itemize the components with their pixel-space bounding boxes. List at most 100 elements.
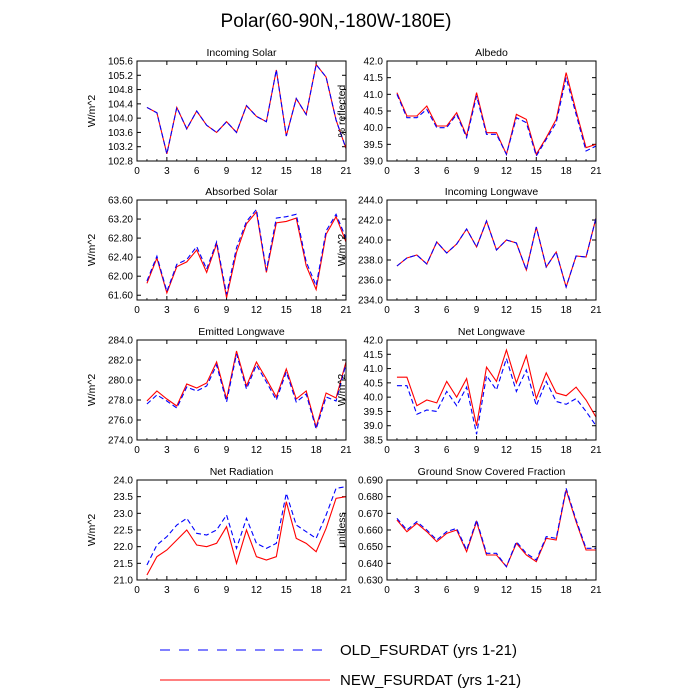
x-tick-label: 3 bbox=[164, 445, 170, 456]
x-tick-label: 0 bbox=[134, 166, 140, 177]
y-tick-label: 0.680 bbox=[358, 492, 383, 503]
x-tick-label: 21 bbox=[590, 585, 602, 596]
plot-frame bbox=[136, 479, 347, 581]
y-axis-label: W/m^2 bbox=[86, 374, 98, 407]
panel-5: Net Longwave W/m^2 0 3 6 9 12 15 18 21 38.5 39.0 39.… bbox=[336, 326, 602, 456]
x-tick-label: 15 bbox=[531, 305, 543, 316]
x-tick-label: 0 bbox=[384, 166, 390, 177]
series-old-fsurdat bbox=[396, 77, 596, 158]
y-tick-label: 102.8 bbox=[108, 157, 133, 168]
y-tick-label: 24.0 bbox=[114, 476, 134, 487]
y-tick-label: 280.0 bbox=[108, 376, 133, 387]
y-tick-label: 234.0 bbox=[358, 296, 383, 307]
panels: Incoming Solar W/m^2 0 3 6 9 12 15 18 21 102.8 103.… bbox=[86, 47, 602, 596]
x-tick-label: 6 bbox=[444, 166, 450, 177]
x-tick-label: 9 bbox=[224, 585, 230, 596]
x-tick-label: 12 bbox=[251, 585, 263, 596]
y-tick-label: 284.0 bbox=[108, 336, 133, 347]
series-new-fsurdat bbox=[396, 348, 596, 426]
x-tick-label: 15 bbox=[531, 585, 543, 596]
x-tick-label: 21 bbox=[590, 166, 602, 177]
x-tick-label: 18 bbox=[311, 166, 323, 177]
y-tick-label: 62.80 bbox=[108, 234, 133, 245]
y-tick-label: 105.2 bbox=[108, 71, 133, 82]
y-tick-label: 41.0 bbox=[364, 90, 384, 101]
y-tick-label: 62.00 bbox=[108, 272, 133, 283]
y-tick-label: 41.0 bbox=[364, 364, 384, 375]
series-new-fsurdat bbox=[396, 217, 596, 289]
panel-title: Incoming Longwave bbox=[445, 186, 539, 198]
x-tick-label: 18 bbox=[311, 305, 323, 316]
x-tick-label: 21 bbox=[590, 305, 602, 316]
y-tick-label: 22.0 bbox=[114, 542, 134, 553]
series-new-fsurdat bbox=[146, 210, 346, 298]
x-tick-label: 6 bbox=[444, 445, 450, 456]
y-tick-label: 39.5 bbox=[364, 140, 384, 151]
x-tick-label: 9 bbox=[224, 445, 230, 456]
y-axis-label: W/m^2 bbox=[336, 374, 348, 407]
y-tick-label: 41.5 bbox=[364, 350, 384, 361]
y-tick-label: 0.690 bbox=[358, 476, 383, 487]
legend-old-label: OLD_FSURDAT (yrs 1-21) bbox=[340, 642, 517, 659]
panel-title: Ground Snow Covered Fraction bbox=[418, 466, 566, 478]
x-tick-label: 3 bbox=[164, 166, 170, 177]
y-tick-label: 40.0 bbox=[364, 123, 384, 134]
plot-frame bbox=[386, 60, 597, 162]
plot-frame bbox=[386, 339, 597, 441]
y-tick-label: 42.0 bbox=[364, 57, 384, 68]
y-axis-label: W/m^2 bbox=[86, 514, 98, 547]
y-tick-label: 63.60 bbox=[108, 196, 133, 207]
plot-frame bbox=[386, 479, 597, 581]
y-tick-label: 276.0 bbox=[108, 416, 133, 427]
x-tick-label: 18 bbox=[561, 445, 573, 456]
x-tick-label: 12 bbox=[501, 445, 513, 456]
y-tick-label: 40.5 bbox=[364, 378, 384, 389]
panel-title: Incoming Solar bbox=[206, 47, 277, 59]
series-old-fsurdat bbox=[146, 63, 346, 154]
x-tick-label: 3 bbox=[414, 585, 420, 596]
panel-0: Incoming Solar W/m^2 0 3 6 9 12 15 18 21 102.8 103.… bbox=[86, 47, 352, 177]
y-tick-label: 103.6 bbox=[108, 128, 133, 139]
y-tick-label: 62.40 bbox=[108, 253, 133, 264]
y-tick-label: 236.0 bbox=[358, 276, 383, 287]
x-tick-label: 3 bbox=[164, 305, 170, 316]
y-tick-label: 39.0 bbox=[364, 157, 384, 168]
y-tick-label: 39.0 bbox=[364, 421, 384, 432]
y-tick-label: 0.640 bbox=[358, 559, 383, 570]
plot-frame bbox=[136, 199, 347, 301]
panel-4: Emitted Longwave W/m^2 0 3 6 9 12 15 18 21 274.0 27… bbox=[86, 326, 352, 456]
x-tick-label: 6 bbox=[444, 585, 450, 596]
panel-6: Net Radiation W/m^2 0 3 6 9 12 15 18 21 21.0 21.5 22… bbox=[86, 466, 352, 596]
x-tick-label: 18 bbox=[561, 166, 573, 177]
x-tick-label: 6 bbox=[194, 585, 200, 596]
x-tick-label: 15 bbox=[281, 305, 293, 316]
y-tick-label: 21.5 bbox=[114, 559, 134, 570]
x-tick-label: 18 bbox=[311, 585, 323, 596]
series-old-fsurdat bbox=[396, 488, 596, 568]
plot-frame bbox=[386, 199, 597, 301]
x-tick-label: 9 bbox=[474, 305, 480, 316]
y-tick-label: 40.0 bbox=[364, 393, 384, 404]
x-tick-label: 9 bbox=[224, 166, 230, 177]
x-tick-label: 0 bbox=[384, 445, 390, 456]
y-tick-label: 41.5 bbox=[364, 73, 384, 84]
y-tick-label: 21.0 bbox=[114, 576, 134, 587]
series-old-fsurdat bbox=[146, 208, 346, 295]
x-tick-label: 21 bbox=[340, 445, 352, 456]
y-tick-label: 42.0 bbox=[364, 336, 384, 347]
x-tick-label: 0 bbox=[134, 305, 140, 316]
y-tick-label: 278.0 bbox=[108, 396, 133, 407]
y-tick-label: 40.5 bbox=[364, 107, 384, 118]
legend: OLD_FSURDAT (yrs 1-21) NEW_FSURDAT (yrs … bbox=[160, 642, 521, 689]
x-tick-label: 9 bbox=[474, 445, 480, 456]
panel-title: Net Radiation bbox=[210, 466, 274, 478]
x-tick-label: 21 bbox=[590, 445, 602, 456]
x-tick-label: 9 bbox=[224, 305, 230, 316]
x-tick-label: 12 bbox=[251, 305, 263, 316]
panel-3: Incoming Longwave W/m^2 0 3 6 9 12 15 18 21 234.0 2… bbox=[336, 186, 602, 316]
x-tick-label: 3 bbox=[164, 585, 170, 596]
series-new-fsurdat bbox=[146, 496, 346, 576]
y-tick-label: 242.0 bbox=[358, 216, 383, 227]
x-tick-label: 0 bbox=[384, 305, 390, 316]
